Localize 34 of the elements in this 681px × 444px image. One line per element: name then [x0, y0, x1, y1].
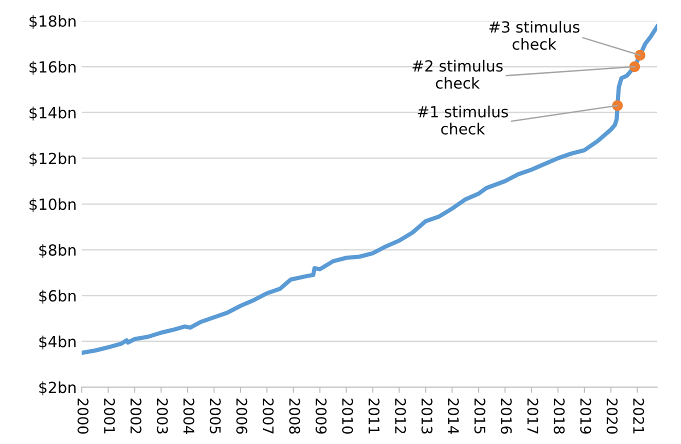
y-tick-label: $18bn: [30, 15, 76, 29]
x-tick-label: 2000: [77, 398, 89, 434]
x-tick-label: 2017: [527, 398, 538, 434]
y-tick-label: $10bn: [30, 198, 76, 212]
x-tick-label: 2011: [368, 398, 380, 434]
x-tick-label: 2008: [289, 398, 300, 434]
x-tick-label: 2010: [342, 398, 354, 434]
y-tick-label: $14bn: [30, 106, 76, 120]
x-tick-label: 2005: [210, 398, 221, 434]
annotation: #3 stimulus check: [489, 20, 580, 50]
x-tick-label: 2003: [156, 398, 168, 434]
y-tick-label: $2bn: [39, 381, 76, 396]
annotation: #1 stimulus check: [418, 106, 508, 135]
x-tick-label: 2019: [580, 398, 592, 434]
x-tick-label: 2021: [633, 398, 644, 434]
x-tick-label: 2004: [183, 398, 194, 434]
x-tick-label: 2016: [500, 398, 512, 434]
x-tick-label: 2014: [448, 398, 459, 434]
x-tick-label: 2002: [130, 398, 142, 434]
x-tick-label: 2020: [606, 398, 618, 434]
x-tick-label: 2018: [554, 398, 565, 434]
y-tick-label: $8bn: [39, 244, 76, 258]
annotation: #2 stimulus check: [412, 60, 503, 89]
x-tick-label: 2012: [394, 398, 406, 434]
x-tick-label: 2015: [474, 398, 486, 434]
x-tick-label: 2009: [316, 398, 327, 434]
x-tick-label: 2013: [421, 398, 432, 434]
x-tick-label: 2001: [104, 398, 115, 434]
y-tick-label: $6bn: [39, 290, 76, 304]
y-tick-label: $4bn: [39, 336, 76, 350]
y-tick-label: $12bn: [30, 152, 76, 166]
x-tick-label: 2006: [236, 398, 248, 434]
x-tick-label: 2007: [262, 398, 274, 434]
y-tick-label: $16bn: [30, 60, 76, 75]
